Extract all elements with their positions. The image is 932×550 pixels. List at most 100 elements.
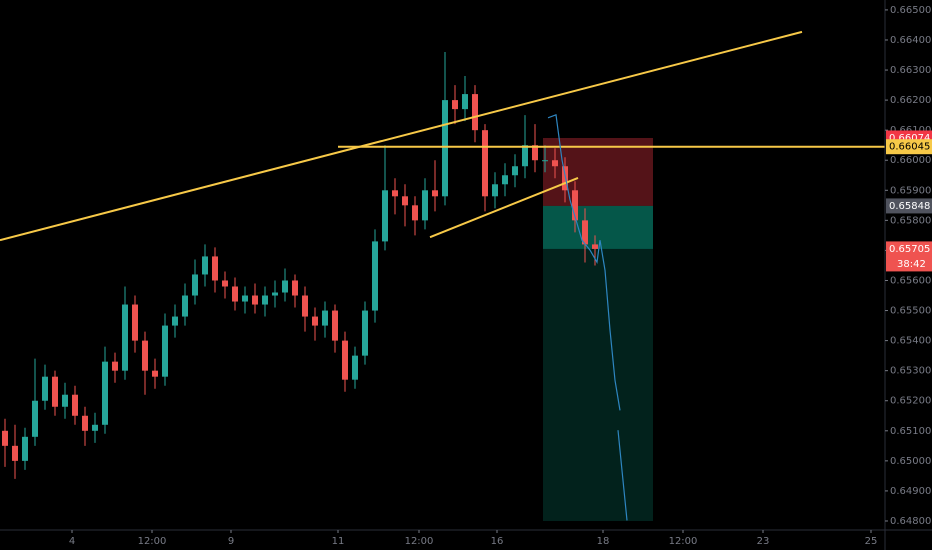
candle-body [332,310,338,341]
y-tick-label: 0.66300 [890,65,931,76]
y-tick-label: 0.66000 [890,155,931,166]
candle-body [512,166,518,176]
candle-body [552,160,558,167]
price-label-box [886,198,932,214]
candle-body [272,292,278,296]
x-tick-label: 11 [332,536,345,547]
projection-line [547,114,628,521]
candle-body [442,100,448,197]
candle-body [32,400,38,437]
candle-body [92,424,98,431]
candle-body [502,175,508,185]
candle-body [62,394,68,407]
candle-body [2,430,8,446]
countdown: 38:42 [897,259,926,270]
candle-body [182,295,188,317]
price-label-box [886,241,932,272]
y-tick-label: 0.65400 [890,336,931,347]
plot-area [0,30,885,521]
y-tick-label: 0.65200 [890,396,931,407]
x-tick-label: 12:00 [669,536,698,547]
candle-body [432,190,438,197]
x-tick-label: 12:00 [138,536,167,547]
candle-body [582,220,588,245]
candle-body [412,205,418,221]
y-tick-label: 0.65300 [890,366,931,377]
y-tick-label: 0.66200 [890,95,931,106]
stop-zone [543,137,653,206]
candle-body [302,295,308,317]
candle-body [422,190,428,221]
price-label: 0.65848 [889,201,930,212]
y-tick-label: 0.66500 [890,5,931,16]
candle-body [72,394,78,416]
candle-body [222,280,228,287]
x-tick-label: 23 [757,536,770,547]
candle-body [372,241,378,311]
candle-body [522,145,528,167]
candle-body [242,295,248,302]
candle-body [12,445,18,461]
candle-body [102,361,108,425]
candle-body [482,130,488,197]
candle-body [592,244,598,249]
candle-body [562,166,568,191]
y-tick-label: 0.65100 [890,426,931,437]
price-label: 0.66074 [889,133,930,144]
candle-body [112,361,118,371]
candle-body [152,370,158,377]
x-tick-label: 12:00 [405,536,434,547]
candle-body [452,100,458,110]
candle-body [132,304,138,341]
candle-body [492,184,498,197]
y-tick-label: 0.66400 [890,35,931,46]
price-label: 0.65705 [889,244,930,255]
candle-body [572,190,578,221]
candle-body [192,274,198,296]
y-tick-label: 0.65900 [890,185,931,196]
y-tick-label: 0.65600 [890,275,931,286]
candle-body [392,190,398,197]
candle-body [292,280,298,296]
candle-body [462,94,468,110]
candle-body [382,190,388,242]
candle-body [172,316,178,326]
y-tick-label: 0.65800 [890,215,931,226]
candle-body [542,160,548,162]
candle-body [532,145,538,161]
candle-body [282,280,288,293]
candle-body [82,415,88,431]
candle-body [322,310,328,326]
candle-body [252,295,258,305]
price-label-box [886,139,932,155]
candle-body [402,196,408,206]
candle-body [262,295,268,305]
candle-body [202,256,208,275]
trend-line [0,30,803,242]
y-tick-label: 0.65000 [890,456,931,467]
trend-line [429,177,579,239]
x-tick-label: 16 [491,536,504,547]
y-tick-label: 0.64900 [890,486,931,497]
candle-body [42,376,48,401]
candle-body [122,304,128,371]
candle-body [22,436,28,461]
candle-body [362,310,368,356]
candle-body [162,325,168,377]
candle-body [232,286,238,302]
candle-body [352,355,358,380]
price-label: 0.66045 [889,142,930,153]
candle-body [472,94,478,131]
x-tick-label: 25 [865,536,878,547]
open-profit-zone [543,205,653,249]
x-tick-label: 9 [228,536,234,547]
candle-body [52,376,58,407]
y-tick-label: 0.64800 [890,516,931,527]
x-tick-label: 18 [597,536,610,547]
candle-body [142,340,148,371]
candle-body [212,256,218,281]
candle-body [342,340,348,380]
candle-body [312,316,318,326]
